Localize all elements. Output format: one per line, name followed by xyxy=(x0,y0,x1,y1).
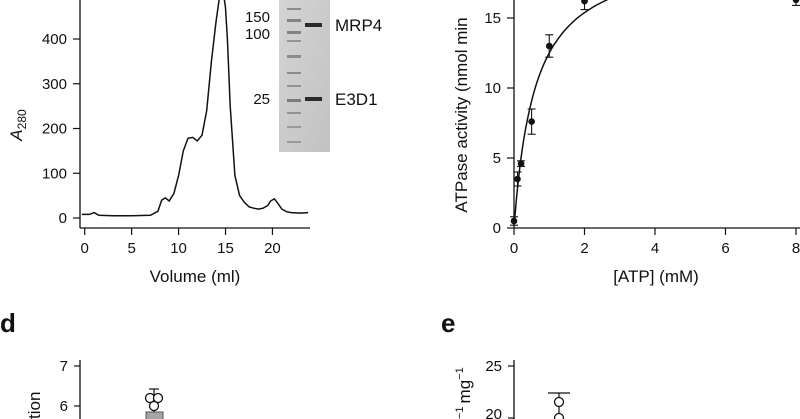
atpase-y-tick-label: 15 xyxy=(484,10,501,27)
sec-x-tick-label: 0 xyxy=(81,240,89,257)
panel-e-point xyxy=(553,412,565,419)
panel-d-y-label: tion xyxy=(25,392,44,419)
atpase-chart: 0 2 4 6 8 0 5 10 15 [ATP] (mM) ATPase activity (… xyxy=(452,0,800,286)
atpase-x-tick-label: 8 xyxy=(792,240,800,257)
panel-d-bar xyxy=(145,411,164,419)
sec-x-tick-label: 15 xyxy=(217,240,234,257)
gel-label-e3d1: E3D1 xyxy=(335,90,378,109)
panel-e-y-label-exp: −1 xyxy=(454,367,466,380)
svg-text:A280: A280 xyxy=(7,109,29,142)
atpase-ticks: 0 2 4 6 8 0 5 10 15 xyxy=(484,10,800,257)
sec-y-label: A280 xyxy=(7,109,29,142)
sec-x-tick-label: 20 xyxy=(264,240,281,257)
sec-x-tick-label: 10 xyxy=(170,240,187,257)
atpase-point xyxy=(545,42,553,50)
atpase-point xyxy=(510,217,518,225)
atpase-x-tick-label: 0 xyxy=(510,240,518,257)
atpase-y-tick-label: 10 xyxy=(484,80,501,97)
panel-d: d 7 6 tion xyxy=(0,308,164,419)
atpase-y-tick-label: 0 xyxy=(493,220,501,237)
gel-image xyxy=(279,0,330,152)
atpase-x-tick-label: 4 xyxy=(651,240,659,257)
panel-label-d: d xyxy=(0,308,16,338)
gel-marker-150: 150 xyxy=(245,9,270,26)
gel-marker-25: 25 xyxy=(253,91,270,108)
sec-y-tick-label: 0 xyxy=(59,210,67,227)
atpase-x-tick-label: 6 xyxy=(721,240,729,257)
gel-inset: 150 100 25 MRP4 E3D1 xyxy=(245,0,382,152)
panel-e-tick-20: 20 xyxy=(485,406,502,419)
panel-e-y-label-group: −1mg−1 xyxy=(454,367,474,419)
sec-y-tick-label: 300 xyxy=(42,76,67,93)
gel-label-mrp4: MRP4 xyxy=(335,16,382,35)
panel-e-y-label: mg xyxy=(455,380,474,404)
svg-text:−1mg−1: −1mg−1 xyxy=(454,367,474,419)
atpase-y-tick-label: 5 xyxy=(493,150,501,167)
atpase-x-tick-label: 2 xyxy=(580,240,588,257)
gel-marker-100: 100 xyxy=(245,26,270,43)
panel-d-tick-6: 6 xyxy=(60,398,68,415)
sec-y-tick-label: 100 xyxy=(42,165,67,182)
panel-d-point xyxy=(148,400,160,412)
panel-e-y-label-pre: −1 xyxy=(454,406,466,419)
sec-trace-line xyxy=(81,0,309,217)
sec-x-label: Volume (ml) xyxy=(150,267,241,286)
panel-e-point xyxy=(553,396,565,408)
atpase-point xyxy=(517,160,525,167)
sec-y-label-sub: 280 xyxy=(15,109,29,129)
atpase-y-label: ATPase activity (nmol min xyxy=(452,17,471,212)
panel-d-point xyxy=(152,392,164,404)
atpase-point xyxy=(514,175,521,183)
gel-band-mrp4 xyxy=(305,23,322,27)
atpase-point xyxy=(792,0,800,4)
panel-e-tick-25: 25 xyxy=(485,358,502,375)
gel-band-e3d1 xyxy=(305,97,322,101)
panel-d-tick-7: 7 xyxy=(60,358,68,375)
atpase-x-label: [ATP] (mM) xyxy=(613,267,699,286)
panel-e: e 25 20 −1mg−1 xyxy=(441,308,570,419)
atpase-points xyxy=(510,0,800,226)
gel-ladder xyxy=(287,8,301,143)
atpase-y-label-group: ATPase activity (nmol min xyxy=(452,17,471,212)
panel-label-e: e xyxy=(441,308,455,338)
sec-y-tick-label: 400 xyxy=(42,31,67,48)
panel-d-y-label-group: tion xyxy=(25,392,44,419)
atpase-point xyxy=(581,0,588,5)
sec-y-tick-label: 200 xyxy=(42,121,67,138)
atpase-point xyxy=(528,118,535,125)
sec-x-tick-label: 5 xyxy=(127,240,135,257)
atpase-fit-curve xyxy=(513,0,609,220)
